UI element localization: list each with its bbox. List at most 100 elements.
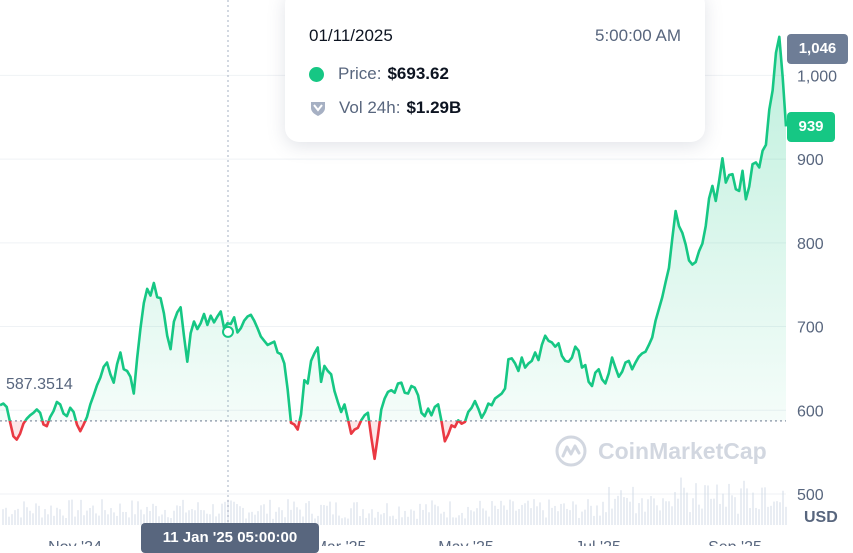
crosshair-date-label: 11 Jan '25 05:00:00 [141, 523, 319, 553]
volume-bar [476, 508, 478, 525]
volume-bar [536, 506, 538, 525]
volume-bar [305, 503, 307, 525]
volume-bar [602, 501, 604, 525]
volume-bar [392, 515, 394, 525]
volume-bar [578, 517, 580, 525]
volume-bar [347, 518, 349, 525]
volume-bar [380, 514, 382, 525]
tooltip-time: 5:00:00 AM [594, 26, 681, 45]
volume-bar [74, 516, 76, 525]
volume-bar [359, 516, 361, 525]
x-tick-label: May '25 [438, 539, 494, 546]
volume-bar [410, 509, 412, 525]
volume-bar [164, 509, 166, 525]
volume-bar [281, 510, 283, 525]
volume-bar [554, 505, 556, 525]
volume-bar [407, 516, 409, 525]
volume-bar [251, 511, 253, 525]
volume-bar [59, 509, 61, 525]
volume-bar [719, 503, 721, 525]
volume-bar [188, 510, 190, 525]
series-line-up [0, 35, 788, 421]
volume-bar [419, 503, 421, 525]
y-tick-label: 900 [797, 152, 824, 169]
volume-bar [77, 510, 79, 525]
volume-bar [272, 518, 274, 525]
volume-bar [212, 504, 214, 525]
volume-bar [5, 507, 7, 525]
volume-bar [731, 495, 733, 525]
volume-bar [152, 503, 154, 525]
volume-bar [311, 513, 313, 525]
volume-bar [770, 505, 772, 525]
volume-bar [128, 517, 130, 525]
volume-bar [623, 497, 625, 525]
volume-bar [290, 509, 292, 525]
volume-bar [275, 511, 277, 525]
volume-bar [236, 504, 238, 525]
volume-bar [758, 509, 760, 525]
volume-bar [761, 487, 763, 525]
volume-bar [248, 512, 250, 525]
y-axis: 500 600 700 800 900 1,000 [797, 68, 837, 504]
volume-shield-icon [309, 99, 327, 117]
volume-bar [650, 496, 652, 525]
volume-bar [461, 512, 463, 525]
hover-point [222, 325, 234, 338]
volume-bar [689, 512, 691, 525]
volume-bar [704, 485, 706, 525]
volume-bar [173, 510, 175, 525]
volume-bar [239, 506, 241, 525]
volume-bar [551, 507, 553, 525]
volume-bar [197, 502, 199, 525]
volume-bar [107, 514, 109, 525]
volume-bar [233, 501, 235, 525]
volume-bar [692, 498, 694, 525]
volume-bar [395, 518, 397, 525]
volume-bar [779, 502, 781, 525]
volume-bar [14, 510, 16, 525]
volume-bar [698, 504, 700, 525]
volume-bar [728, 483, 730, 525]
volume-bar [158, 516, 160, 525]
volume-bar [209, 514, 211, 525]
volume-bar [344, 517, 346, 525]
volume-bar [605, 512, 607, 525]
tooltip-price-label: Price: [338, 64, 382, 83]
volume-bar [767, 506, 769, 525]
volume-bar [422, 509, 424, 525]
volume-bar [386, 503, 388, 525]
volume-bar [302, 516, 304, 525]
volume-bar [83, 515, 85, 525]
volume-bar [218, 513, 220, 525]
volume-bar [182, 499, 184, 525]
volume-bar [752, 492, 754, 525]
volume-bar [170, 518, 172, 525]
volume-bar [569, 510, 571, 525]
volume-bar [695, 483, 697, 525]
volume-bar [617, 495, 619, 525]
volume-bar [38, 505, 40, 525]
volume-bar [50, 505, 52, 525]
volume-bar [203, 510, 205, 525]
volume-bar [143, 514, 145, 525]
volume-bar [515, 510, 517, 525]
volume-bar [464, 518, 466, 525]
volume-bar [230, 500, 232, 525]
volume-bar [746, 488, 748, 525]
volume-bar [62, 515, 64, 525]
volume-bar [635, 513, 637, 525]
volume-bar [341, 518, 343, 525]
volume-bar [563, 503, 565, 525]
volume-bar [377, 511, 379, 525]
volume-bar [17, 508, 19, 525]
volume-bar [86, 510, 88, 525]
volume-bar [632, 486, 634, 525]
volume-bar [257, 511, 259, 525]
volume-bar [26, 507, 28, 525]
volume-bar [104, 510, 106, 525]
volume-bar [716, 484, 718, 525]
volume-bar [611, 508, 613, 525]
volume-bar [428, 512, 430, 525]
